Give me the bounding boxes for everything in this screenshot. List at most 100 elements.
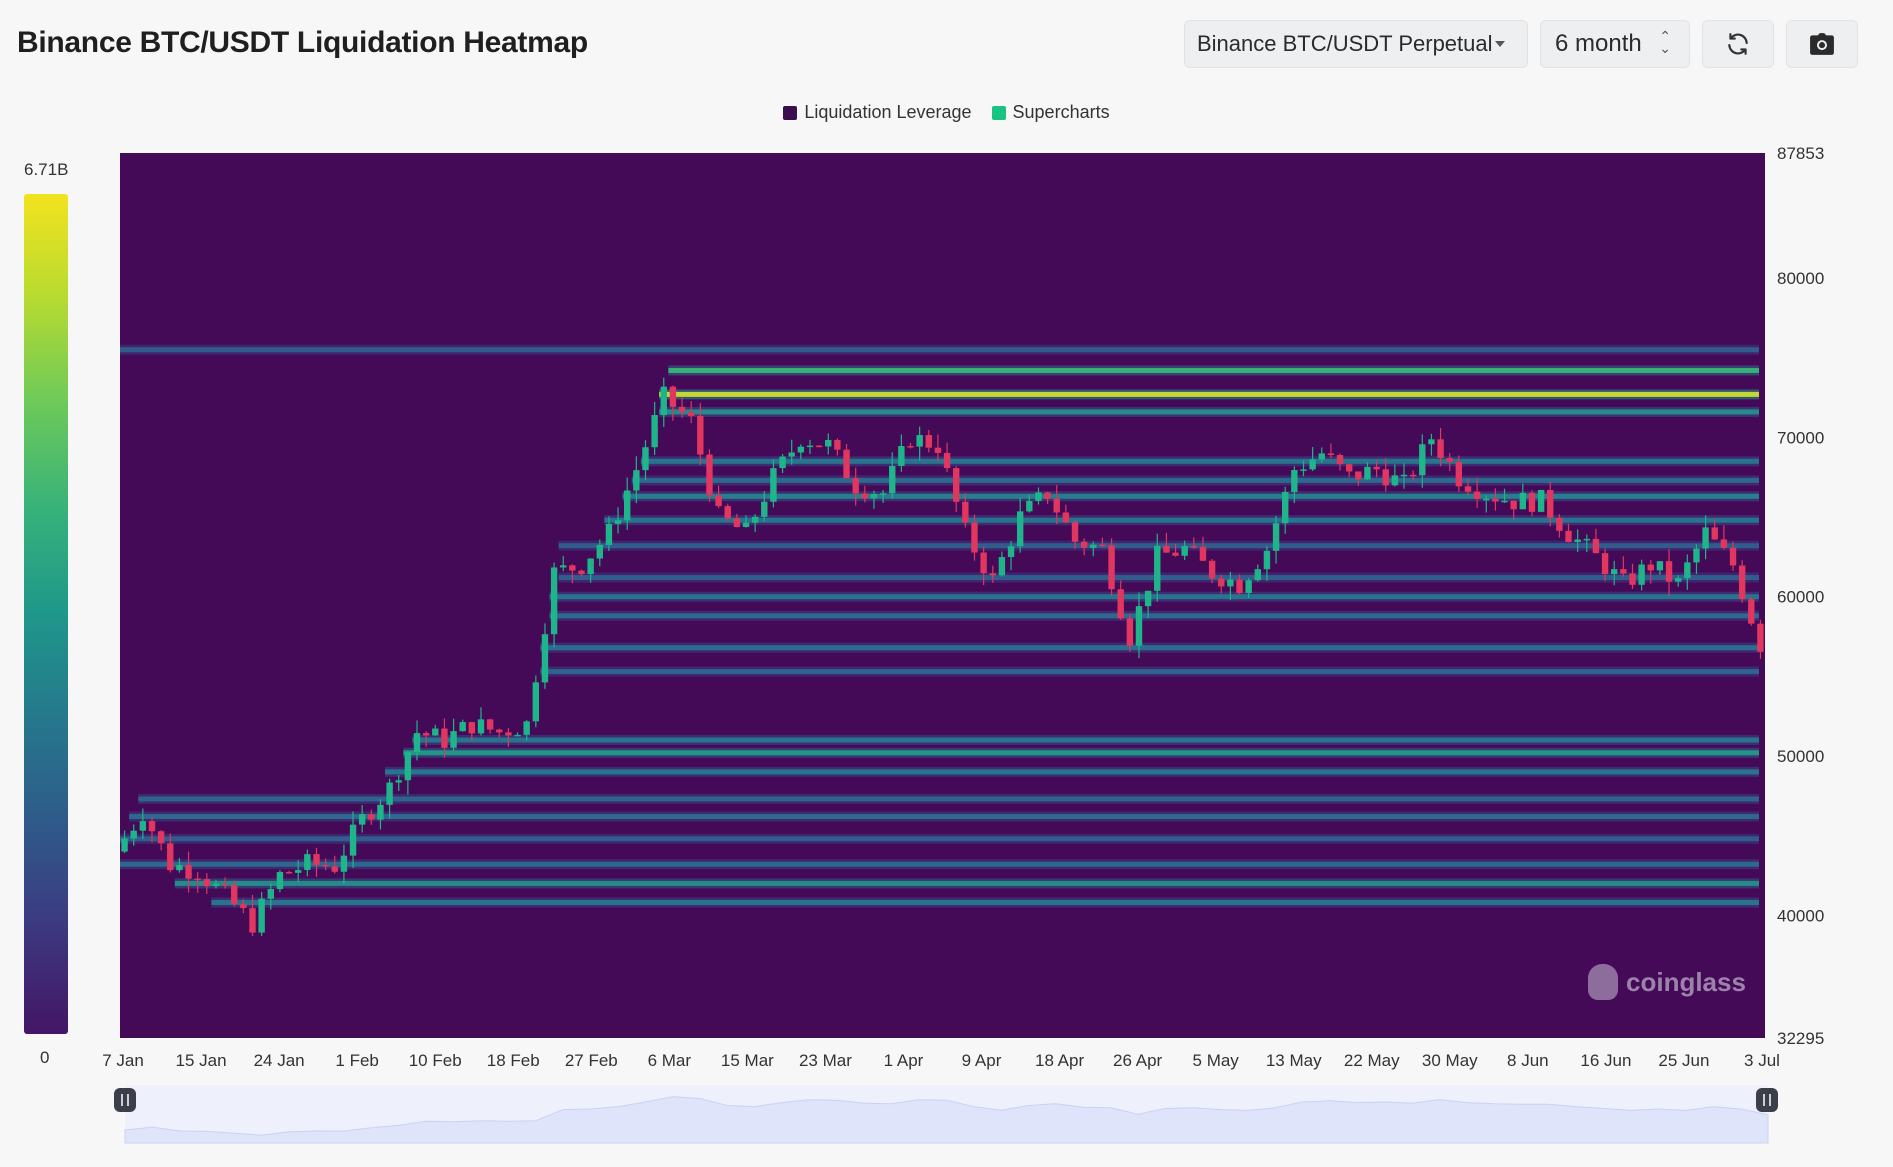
y-tick-label: 40000: [1777, 906, 1824, 925]
x-tick-label: 1 Apr: [884, 1051, 924, 1070]
candle-body: [925, 435, 932, 448]
candle-body: [1254, 569, 1261, 581]
candle-body: [313, 854, 320, 865]
liquidation-band: [558, 543, 1759, 549]
x-tick-label: 18 Feb: [487, 1051, 540, 1070]
candle-body: [1711, 527, 1718, 540]
x-tick-label: 7 Jan: [102, 1051, 144, 1070]
liquidation-band: [412, 737, 1759, 743]
candle-body: [1309, 459, 1316, 470]
candle-body: [1446, 458, 1453, 462]
x-tick-label: 22 May: [1344, 1051, 1400, 1070]
candle-body: [1748, 599, 1755, 624]
liquidation-band: [385, 769, 1759, 775]
candle-body: [587, 558, 594, 575]
candle-body: [349, 824, 357, 856]
x-tick-label: 6 Mar: [648, 1051, 692, 1070]
candle-body: [1245, 580, 1252, 594]
watermark-text: coinglass: [1626, 966, 1746, 997]
candle-body: [678, 406, 686, 413]
refresh-button[interactable]: [1702, 20, 1774, 68]
candle-body: [1071, 522, 1079, 542]
liquidation-band: [403, 750, 1759, 756]
drag-handle-icon[interactable]: [1756, 1088, 1778, 1112]
candle-body: [1674, 578, 1682, 582]
candle-body: [322, 864, 329, 867]
legend-item-supercharts[interactable]: Supercharts: [991, 102, 1110, 123]
legend-swatch: [991, 105, 1006, 120]
liquidation-band: [622, 493, 1759, 499]
liquidation-band: [659, 391, 1759, 397]
candle-body: [1510, 500, 1517, 510]
candle-body: [413, 733, 421, 752]
liquidation-band: [640, 458, 1759, 464]
y-tick-label: 50000: [1777, 747, 1824, 766]
candle-body: [422, 733, 430, 736]
candle-body: [815, 445, 823, 448]
candle-body: [1556, 517, 1563, 531]
candle-body: [742, 522, 750, 528]
candle-body: [130, 830, 137, 839]
candle-body: [733, 518, 741, 528]
range-handle-left[interactable]: [114, 1088, 136, 1112]
candle-body: [331, 866, 338, 872]
legend-item-liquidation-leverage[interactable]: Liquidation Leverage: [783, 102, 972, 123]
candle-body: [614, 520, 622, 524]
y-tick-label: 87853: [1777, 144, 1824, 163]
candle-body: [1720, 539, 1728, 548]
liquidation-band: [120, 861, 1759, 867]
candle-body: [1419, 444, 1426, 476]
candle-body: [998, 557, 1006, 576]
candle-body: [368, 814, 375, 820]
candle-body: [1135, 606, 1143, 646]
x-tick-label: 3 Jul: [1744, 1051, 1780, 1070]
up-down-arrows-icon: ⌃ ⌄: [1659, 28, 1671, 56]
candle-body: [879, 493, 887, 495]
x-tick-label: 13 May: [1266, 1051, 1322, 1070]
candle-body: [953, 468, 960, 502]
candle-body: [121, 838, 128, 852]
candle-body: [1492, 498, 1499, 502]
candle-body: [1144, 590, 1152, 607]
screenshot-button[interactable]: [1786, 20, 1858, 68]
candle-body: [1327, 453, 1335, 456]
candle-body: [167, 843, 174, 871]
candle-body: [1016, 511, 1024, 547]
drag-handle-icon[interactable]: [114, 1088, 136, 1112]
candle-body: [788, 452, 795, 457]
candle-body: [1729, 547, 1737, 566]
colorbar-max-label: 6.71B: [24, 160, 69, 179]
candle-body: [1620, 569, 1627, 574]
candle-body: [1547, 489, 1554, 518]
candle-body: [578, 570, 585, 575]
market-select[interactable]: Binance BTC/USDT Perpetual: [1184, 20, 1528, 68]
candle-body: [358, 814, 366, 825]
candle-body: [404, 751, 412, 781]
candle-body: [989, 573, 996, 576]
x-tick-label: 24 Jan: [254, 1051, 305, 1070]
candle-body: [1400, 474, 1408, 477]
liquidation-band: [631, 477, 1759, 483]
range-select[interactable]: 6 month ⌃ ⌄: [1540, 20, 1690, 68]
candle-body: [1665, 561, 1673, 582]
candle-body: [285, 872, 293, 874]
candle-body: [450, 731, 457, 748]
candle-body: [1062, 512, 1070, 523]
candle-body: [541, 634, 549, 683]
candle-body: [1519, 492, 1527, 510]
candle-body: [596, 544, 603, 559]
coinglass-watermark: coinglass: [1588, 964, 1746, 1000]
candle-body: [687, 412, 695, 416]
liquidation-band: [211, 900, 1759, 906]
candle-body: [943, 452, 951, 469]
candle-body: [852, 478, 859, 494]
candle-body: [148, 821, 156, 832]
candle-body: [1227, 579, 1234, 587]
camera-icon: [1810, 33, 1834, 55]
liquidation-band: [129, 814, 1759, 820]
chevron-down-icon: [1495, 41, 1505, 47]
x-tick-label: 15 Mar: [721, 1051, 774, 1070]
range-handle-right[interactable]: [1756, 1088, 1778, 1112]
candle-body: [1473, 491, 1481, 499]
